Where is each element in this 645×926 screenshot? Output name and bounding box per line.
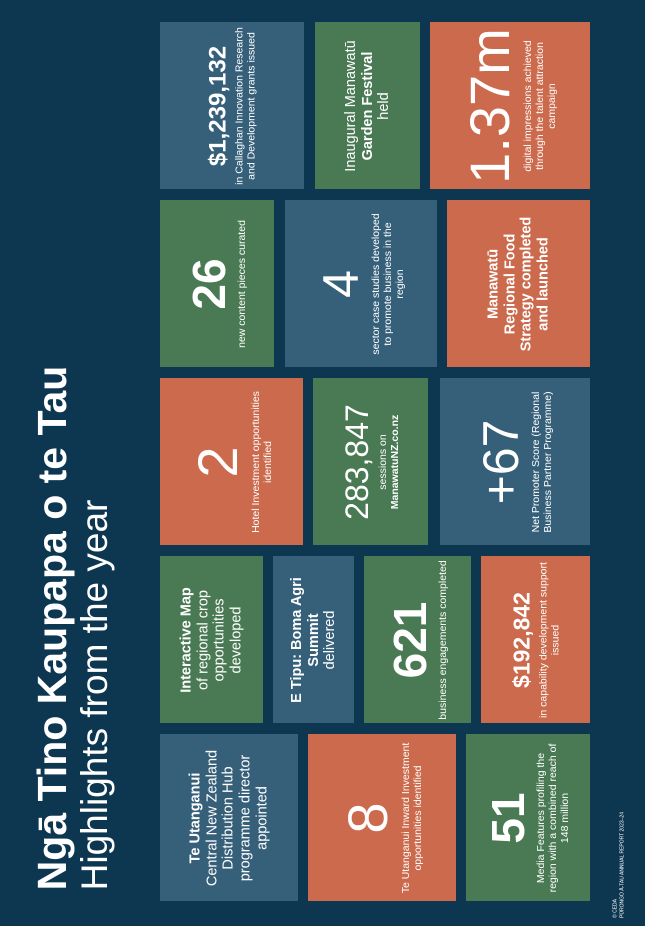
tile-hotel-investment: 2 Hotel Investment opportunities identif… — [160, 378, 303, 545]
tile-net-promoter: +67 Net Promoter Score (Regional Busines… — [440, 378, 590, 545]
stat-nps-desc: Net Promoter Score (Regional Business Pa… — [529, 390, 554, 533]
stat-hotel-value: 2 — [185, 445, 249, 478]
stat-inward-value: 8 — [335, 801, 399, 834]
stat-nps-value: +67 — [472, 419, 529, 504]
stat-impressions-desc: digital impressions achieved through the… — [521, 39, 559, 172]
stat-engagements-desc: business engagements completed — [436, 559, 449, 720]
stat-callaghan-desc: in Callaghan Innovation Research and Dev… — [233, 26, 258, 185]
stat-media-value: 51 — [481, 791, 534, 844]
map-bold: Interactive Map — [178, 586, 195, 693]
tile-impressions: 1.37m digital impressions achieved throu… — [430, 22, 590, 189]
stat-sessions-desc: sessions on — [376, 433, 389, 490]
footer: © CEDA PŪRONGO Ā-TAU ANNUAL REPORT 2023–… — [613, 812, 626, 918]
page-title: Ngā Tino Kaupapa o te Tau Highlights fro… — [29, 365, 116, 891]
tile-te-utanganui: Te Utanganui Central New Zealand Distrib… — [160, 734, 298, 901]
stat-impressions-value: 1.37m — [457, 27, 521, 184]
stat-content-desc: new content pieces curated — [235, 219, 248, 348]
title-english: Highlights from the year — [74, 499, 116, 891]
stat-capability-desc: in capability development support issued — [536, 561, 561, 718]
utanganui-post: Central New Zealand Distribution Hub pro… — [203, 749, 271, 886]
stat-inward-desc: Te Utanganui Inward Investment opportuni… — [399, 742, 424, 893]
map-post: of regional crop opportunities developed — [194, 589, 245, 690]
utanganui-bold: Te Utanganui — [187, 772, 204, 863]
tile-etipu-summit: E Tipu: Boma Agri Summit delivered — [273, 556, 354, 723]
tile-callaghan-grants: $1,239,132 in Callaghan Innovation Resea… — [160, 22, 304, 189]
stat-sessions-value: 283,847 — [338, 403, 375, 520]
title-maori: Ngā Tino Kaupapa o te Tau — [29, 365, 76, 891]
tile-inward-investment: 8 Te Utanganui Inward Investment opportu… — [308, 734, 456, 901]
stat-content-value: 26 — [182, 257, 235, 310]
tile-food-strategy: Manawatū Regional Food Strategy complete… — [447, 200, 590, 367]
stat-engagements-value: 621 — [383, 601, 436, 678]
etipu-bold: E Tipu: Boma Agri Summit — [288, 576, 322, 703]
stat-callaghan-value: $1,239,132 — [204, 45, 232, 166]
stat-casestudies-desc: sector case studies developed to promote… — [369, 212, 407, 355]
footer-report: PŪRONGO Ā-TAU ANNUAL REPORT 2023–24 — [619, 812, 625, 918]
tile-garden-festival: Inaugural Manawatū Garden Festival held — [315, 22, 420, 189]
tile-case-studies: 4 sector case studies developed to promo… — [285, 200, 437, 367]
tile-interactive-map: Interactive Map of regional crop opportu… — [160, 556, 263, 723]
garden-bold: Garden Festival — [359, 51, 376, 160]
tile-media-features: 51 Media Features profiling the region w… — [466, 734, 590, 901]
stat-casestudies-value: 4 — [312, 269, 369, 298]
tile-capability-support: $192,842 in capability development suppo… — [481, 556, 590, 723]
food-strategy-text: Manawatū Regional Food Strategy complete… — [485, 216, 552, 351]
tile-business-engagements: 621 business engagements completed — [364, 556, 471, 723]
stat-hotel-desc: Hotel Investment opportunities identifie… — [249, 390, 274, 533]
stat-sessions-site: ManawatuNZ.co.nz — [388, 414, 401, 509]
etipu-post: delivered — [321, 610, 338, 669]
stat-capability-value: $192,842 — [507, 591, 534, 688]
tile-sessions: 283,847 sessions on ManawatuNZ.co.nz — [313, 378, 428, 545]
garden-post: held — [375, 91, 392, 120]
garden-pre: Inaugural Manawatū — [342, 39, 359, 172]
stat-media-desc: Media Features profiling the region with… — [534, 743, 572, 892]
tile-content-pieces: 26 new content pieces curated — [160, 200, 274, 367]
